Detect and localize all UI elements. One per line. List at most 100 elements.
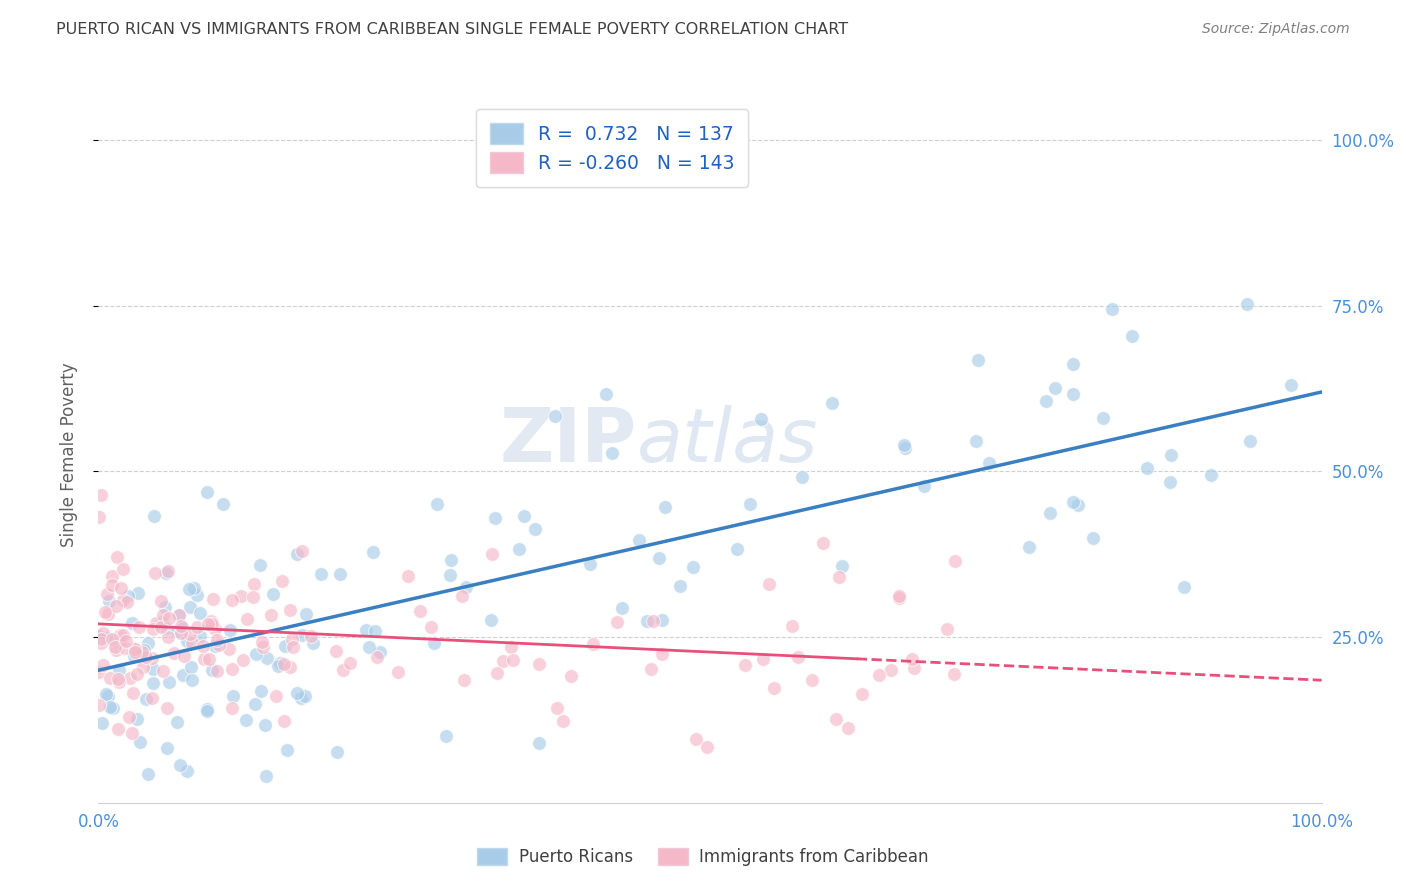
- Point: [108, 663, 131, 677]
- Point: [101, 701, 124, 715]
- Point: [450, 589, 472, 603]
- Point: [453, 673, 475, 688]
- Point: [1136, 460, 1159, 475]
- Point: [868, 668, 890, 682]
- Point: [1062, 387, 1084, 401]
- Point: [1091, 411, 1114, 425]
- Point: [606, 615, 628, 629]
- Point: [967, 352, 990, 367]
- Point: [560, 669, 582, 683]
- Point: [197, 704, 219, 718]
- Point: [90, 632, 112, 646]
- Point: [610, 601, 633, 615]
- Point: [173, 648, 195, 663]
- Point: [145, 615, 167, 630]
- Point: [108, 674, 131, 689]
- Point: [91, 657, 114, 672]
- Point: [249, 558, 271, 572]
- Point: [893, 442, 915, 456]
- Point: [105, 643, 128, 657]
- Point: [114, 641, 136, 656]
- Point: [169, 757, 191, 772]
- Point: [269, 656, 291, 670]
- Point: [291, 544, 314, 558]
- Point: [117, 589, 139, 603]
- Point: [180, 636, 202, 650]
- Point: [243, 697, 266, 711]
- Point: [97, 607, 120, 621]
- Point: [357, 640, 380, 654]
- Point: [212, 497, 235, 511]
- Point: [1035, 393, 1057, 408]
- Point: [903, 661, 925, 675]
- Point: [492, 654, 515, 668]
- Point: [636, 615, 658, 629]
- Point: [231, 590, 253, 604]
- Point: [195, 485, 218, 500]
- Point: [111, 628, 134, 642]
- Point: [236, 612, 259, 626]
- Point: [156, 564, 179, 578]
- Point: [176, 633, 198, 648]
- Point: [179, 627, 201, 641]
- Point: [167, 607, 190, 622]
- Point: [801, 673, 824, 688]
- Point: [186, 588, 208, 602]
- Point: [579, 558, 602, 572]
- Point: [1121, 328, 1143, 343]
- Point: [294, 607, 316, 621]
- Point: [252, 640, 274, 654]
- Point: [1239, 434, 1261, 448]
- Point: [734, 658, 756, 673]
- Point: [90, 488, 112, 502]
- Point: [157, 675, 180, 690]
- Point: [155, 566, 177, 581]
- Point: [166, 714, 188, 729]
- Point: [582, 637, 605, 651]
- Point: [267, 659, 290, 673]
- Point: [527, 736, 550, 750]
- Point: [167, 607, 190, 622]
- Point: [893, 438, 915, 452]
- Point: [198, 652, 221, 666]
- Point: [221, 701, 243, 715]
- Point: [752, 651, 775, 665]
- Point: [107, 672, 129, 686]
- Point: [180, 659, 202, 673]
- Point: [936, 622, 959, 636]
- Point: [647, 551, 669, 566]
- Point: [155, 600, 177, 615]
- Point: [156, 740, 179, 755]
- Point: [134, 642, 156, 657]
- Point: [110, 581, 132, 595]
- Point: [651, 647, 673, 661]
- Point: [274, 639, 297, 653]
- Point: [101, 578, 124, 592]
- Legend: R =  0.732   N = 137, R = -0.260   N = 143: R = 0.732 N = 137, R = -0.260 N = 143: [477, 110, 748, 186]
- Point: [195, 702, 218, 716]
- Point: [104, 599, 127, 613]
- Point: [502, 653, 524, 667]
- Point: [218, 642, 240, 657]
- Point: [364, 624, 387, 638]
- Point: [172, 621, 194, 635]
- Point: [271, 574, 294, 589]
- Point: [249, 684, 271, 698]
- Text: atlas: atlas: [637, 405, 818, 477]
- Point: [242, 577, 264, 591]
- Point: [912, 479, 935, 493]
- Point: [142, 622, 165, 636]
- Point: [87, 629, 110, 643]
- Point: [484, 511, 506, 525]
- Point: [325, 644, 347, 658]
- Point: [387, 665, 409, 679]
- Point: [156, 701, 179, 715]
- Point: [143, 566, 166, 581]
- Point: [111, 592, 134, 607]
- Point: [121, 615, 143, 630]
- Point: [197, 616, 219, 631]
- Point: [368, 645, 391, 659]
- Legend: Puerto Ricans, Immigrants from Caribbean: Puerto Ricans, Immigrants from Caribbean: [468, 840, 938, 875]
- Point: [136, 767, 159, 781]
- Point: [193, 652, 215, 666]
